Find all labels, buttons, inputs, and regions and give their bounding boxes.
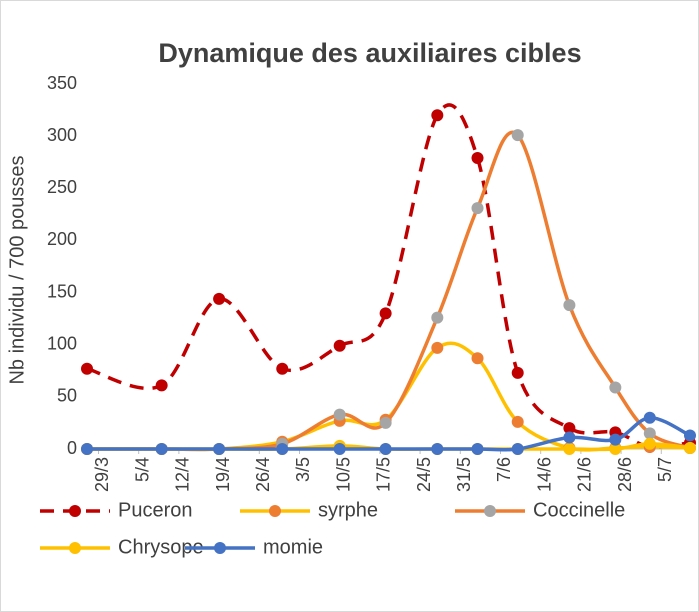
point [643,437,656,450]
x-tick-label: 21/6 [575,457,595,492]
x-tick-label: 7/6 [494,457,514,482]
x-tick-label: 31/5 [454,457,474,492]
y-tick-label: 150 [47,281,77,301]
point [563,443,576,455]
legend-item: Puceron [40,499,193,521]
point [563,299,576,312]
point [609,443,622,455]
y-axis-label: Nb individu / 700 pousses [6,155,28,384]
legend-label: Chrysope [118,536,204,558]
point [511,415,524,428]
x-tick-label: 26/4 [253,457,273,492]
point [471,152,484,165]
legend-marker [69,542,81,554]
legend-label: Coccinelle [533,499,625,521]
legend-marker [214,542,226,554]
y-tick-label: 200 [47,229,77,249]
point [563,431,576,444]
y-tick-label: 0 [67,438,77,458]
x-tick-label: 5/7 [655,457,675,482]
legend-item: Coccinelle [455,499,625,521]
point [81,443,93,455]
legend-marker [484,505,496,517]
point [609,433,622,446]
point [81,362,93,375]
point [333,408,346,421]
point [563,422,576,435]
legend-label: Puceron [118,499,193,521]
point [643,427,656,440]
legend-marker [69,505,81,517]
y-tick-label: 300 [47,125,77,145]
x-tick-label: 29/3 [92,457,112,492]
y-tick-label: 100 [47,333,77,353]
point [431,443,444,455]
legend-item: syrphe [240,499,378,521]
legend-label: momie [263,536,323,558]
legend-label: syrphe [318,499,378,521]
point [213,443,226,455]
legend-marker [269,505,281,517]
x-tick-label: 28/6 [615,457,635,492]
x-tick-label: 5/4 [132,457,152,482]
point [333,443,346,455]
x-tick-label: 17/5 [374,457,394,492]
series [81,411,696,455]
point [431,311,444,324]
point [431,109,444,122]
point [511,129,524,142]
point [684,441,696,454]
point [333,339,346,352]
point [379,307,392,320]
x-tick-label: 24/5 [414,457,434,492]
x-tick-label: 10/5 [333,457,353,492]
point [431,341,444,354]
point [511,443,524,455]
point [471,352,484,365]
point [511,366,524,379]
point [609,381,622,394]
y-tick-label: 50 [57,386,77,406]
x-tick-label: 3/5 [293,457,313,482]
point [213,292,226,305]
y-tick-label: 350 [47,73,77,93]
legend-item: momie [185,536,323,558]
point [643,411,656,424]
point [471,202,484,215]
legend-item: Chrysope [40,536,204,558]
point [276,362,289,375]
x-tick-label: 19/4 [213,457,233,492]
chart-title: Dynamique des auxiliaires cibles [158,38,581,68]
point [155,443,168,455]
x-tick-label: 14/6 [534,457,554,492]
point [276,443,289,455]
y-tick-label: 250 [47,177,77,197]
point [684,429,696,442]
point [379,443,392,455]
series [81,103,696,453]
x-tick-label: 12/4 [173,457,193,492]
point [471,443,484,455]
point [155,379,168,392]
point [379,416,392,429]
